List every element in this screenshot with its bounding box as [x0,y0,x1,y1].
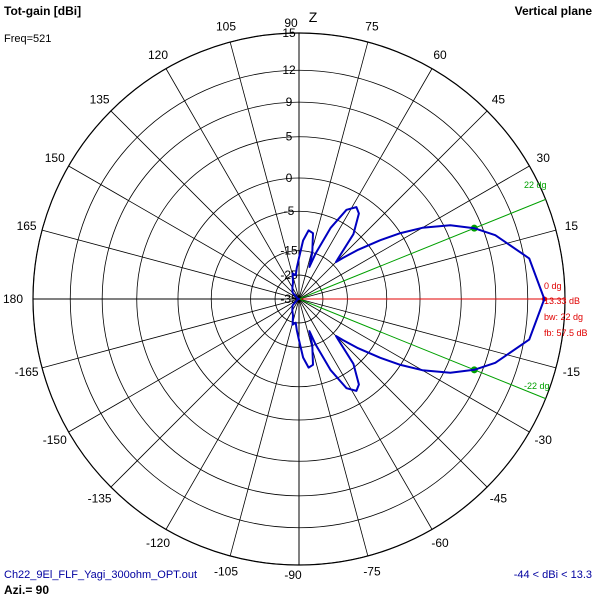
angle-grid-line [68,165,300,300]
angle-grid-line [298,41,369,300]
angle-grid-line [298,68,433,300]
angle-grid-line [298,165,530,300]
chart-title: Tot-gain [dBi] [4,4,82,18]
angle-grid-line [165,298,300,530]
radial-tick-label: 12 [282,63,296,77]
angle-grid-line [229,298,300,557]
front-back-label: fb: 57.5 dB [544,328,588,338]
angle-tick-label: 75 [365,20,379,34]
angle-tick-label: 15 [565,219,579,233]
angle-grid-line [165,68,300,300]
angle-tick-label: -45 [490,491,508,505]
angle-grid-line [68,298,300,433]
angle-tick-label: -30 [535,433,553,447]
angle-tick-label: 90 [284,16,298,30]
max-gain-angle-label: 0 dg [544,281,562,291]
angle-grid-line [41,298,300,369]
angle-tick-label: 105 [216,20,236,34]
angle-grid-line [110,298,300,488]
beamwidth-upper-label: 22 dg [524,180,547,190]
angle-tick-label: 120 [148,48,168,62]
radial-tick-label: 9 [286,95,293,109]
radial-tick-label: -35 [280,292,298,306]
gain-range-label: -44 < dBi < 13.3 [513,569,592,581]
angle-tick-labels: 90 7560453015-15-30-45-60-75-90-105-120-1… [3,16,580,582]
angle-tick-label: 45 [492,93,506,107]
beamwidth-lower-label: -22 dg [524,381,550,391]
angle-tick-label: -135 [88,491,112,505]
radial-tick-label: 5 [286,130,293,144]
max-gain-value-label: 13.33 dB [544,296,580,306]
angle-grid-line [298,298,530,433]
angle-grid-lines [41,41,557,557]
angle-grid-line [298,229,557,300]
beamwidth-line [298,198,546,300]
radial-tick-label: 0 [286,171,293,185]
plane-label: Vertical plane [514,4,592,18]
gain-curve [291,206,546,392]
beamwidth-value-label: bw: 22 dg [544,312,583,322]
radial-tick-label: -5 [284,204,295,218]
annotation-labels: 22 dg -22 dg 0 dg 13.33 dB bw: 22 dg fb: 57.5… [524,180,588,391]
radial-tick-label: 15 [282,26,296,40]
angle-tick-label: -120 [146,536,170,550]
angle-tick-label: 180 [3,292,23,306]
azimuth-label: Azi.= 90 [4,583,50,597]
angle-tick-label: -75 [363,564,381,578]
angle-tick-label: -165 [15,365,39,379]
angle-tick-label: 150 [45,151,65,165]
beamwidth-line [298,298,546,400]
angle-grid-line [298,298,433,530]
angle-tick-label: -150 [43,433,67,447]
angle-grid-line [298,110,488,300]
angle-tick-label: -60 [431,536,449,550]
file-name: Ch22_9El_FLF_Yagi_300ohm_OPT.out [4,569,198,581]
angle-tick-label: 135 [90,93,110,107]
angle-grid-line [110,110,300,300]
angle-tick-label: 60 [433,48,447,62]
z-axis-label: Z [309,9,318,25]
gain-pattern [291,206,546,392]
radial-tick-label: -15 [280,244,298,258]
angle-tick-label: 30 [537,151,551,165]
angle-tick-label: -15 [563,365,581,379]
angle-tick-label: -90 [284,568,302,582]
frequency-label: Freq=521 [4,33,52,45]
angle-grid-line [298,298,369,557]
angle-grid-line [41,229,300,300]
angle-tick-label: 165 [17,219,37,233]
angle-grid-line [229,41,300,300]
angle-grid-line [298,298,557,369]
angle-grid-line [298,298,488,488]
angle-tick-label: -105 [214,564,238,578]
